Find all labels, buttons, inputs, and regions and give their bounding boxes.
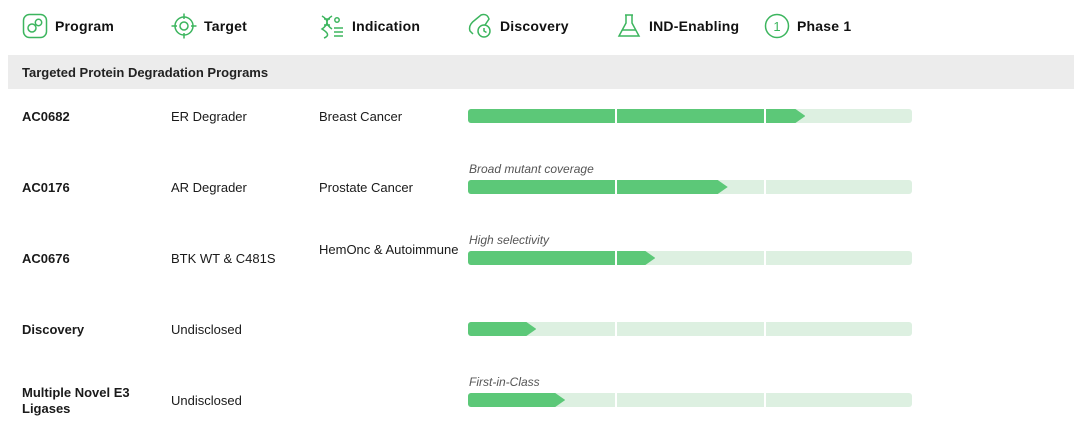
header-ind-enabling-label: IND-Enabling	[649, 18, 740, 34]
table-row: AC0176 AR Degrader Prostate Cancer Broad…	[0, 160, 1080, 230]
header-indication: Indication	[319, 11, 420, 41]
phase-divider	[615, 180, 617, 194]
phase-divider	[615, 109, 617, 123]
program-name: AC0682	[22, 109, 70, 124]
flask-icon	[617, 14, 641, 37]
target-name: BTK WT & C481S	[171, 251, 276, 266]
target-name: AR Degrader	[171, 180, 247, 195]
header-indication-label: Indication	[352, 18, 421, 34]
program-note: Broad mutant coverage	[469, 162, 594, 176]
program-name: AC0676	[22, 251, 70, 266]
phase-divider	[615, 393, 617, 407]
indication-name: Prostate Cancer	[319, 180, 413, 195]
progress-fill	[468, 322, 536, 336]
program-note: First-in-Class	[469, 375, 540, 389]
phase-divider	[764, 251, 766, 265]
indication-icon	[320, 15, 343, 39]
header-ind-enabling: IND-Enabling	[616, 11, 739, 41]
progress-track	[468, 180, 912, 194]
progress-track	[468, 109, 912, 123]
section-header: Targeted Protein Degradation Programs	[8, 55, 1074, 89]
header-discovery: Discovery	[467, 11, 569, 41]
target-name: Undisclosed	[171, 322, 242, 337]
target-name: ER Degrader	[171, 109, 247, 124]
header-program-label: Program	[55, 18, 114, 34]
header-program: Program	[22, 11, 114, 41]
header-target-label: Target	[204, 18, 247, 34]
table-row: Multiple Novel E3 Ligases Undisclosed Fi…	[0, 373, 1080, 443]
progress-track	[468, 322, 912, 336]
progress-fill	[468, 251, 655, 265]
header-phase-1-label: Phase 1	[797, 18, 852, 34]
phase-1-icon: 1	[764, 13, 790, 39]
phase-divider	[764, 109, 766, 123]
target-name: Undisclosed	[171, 393, 242, 408]
indication-name: HemOnc & Autoimmune	[319, 242, 459, 257]
discovery-icon	[468, 13, 491, 38]
program-name: Discovery	[22, 322, 85, 337]
program-name: AC0176	[22, 180, 70, 195]
header-phase-1: 1 Phase 1	[764, 11, 851, 41]
indication-name: Breast Cancer	[319, 109, 403, 124]
section-title: Targeted Protein Degradation Programs	[22, 64, 269, 80]
progress-fill	[468, 109, 805, 123]
phase-divider	[615, 322, 617, 336]
progress-track	[468, 251, 912, 265]
header-target: Target	[171, 11, 247, 41]
table-row: AC0676 BTK WT & C481S HemOnc & Autoimmun…	[0, 231, 1080, 301]
program-note: High selectivity	[469, 233, 550, 247]
pipeline-header: Program Target Indication	[0, 0, 1080, 52]
phase-divider	[764, 180, 766, 194]
phase-divider	[615, 251, 617, 265]
phase-1-icon-text: 1	[773, 19, 780, 34]
table-row: Discovery Undisclosed	[0, 302, 1080, 372]
progress-fill	[468, 180, 728, 194]
table-row: AC0682 ER Degrader Breast Cancer	[0, 89, 1080, 159]
header-discovery-label: Discovery	[500, 18, 569, 34]
program-name: Multiple Novel E3 Ligases	[22, 385, 130, 416]
program-icon	[22, 13, 48, 39]
progress-track	[468, 393, 912, 407]
progress-fill	[468, 393, 565, 407]
phase-divider	[764, 393, 766, 407]
phase-divider	[764, 322, 766, 336]
target-icon	[171, 13, 197, 39]
